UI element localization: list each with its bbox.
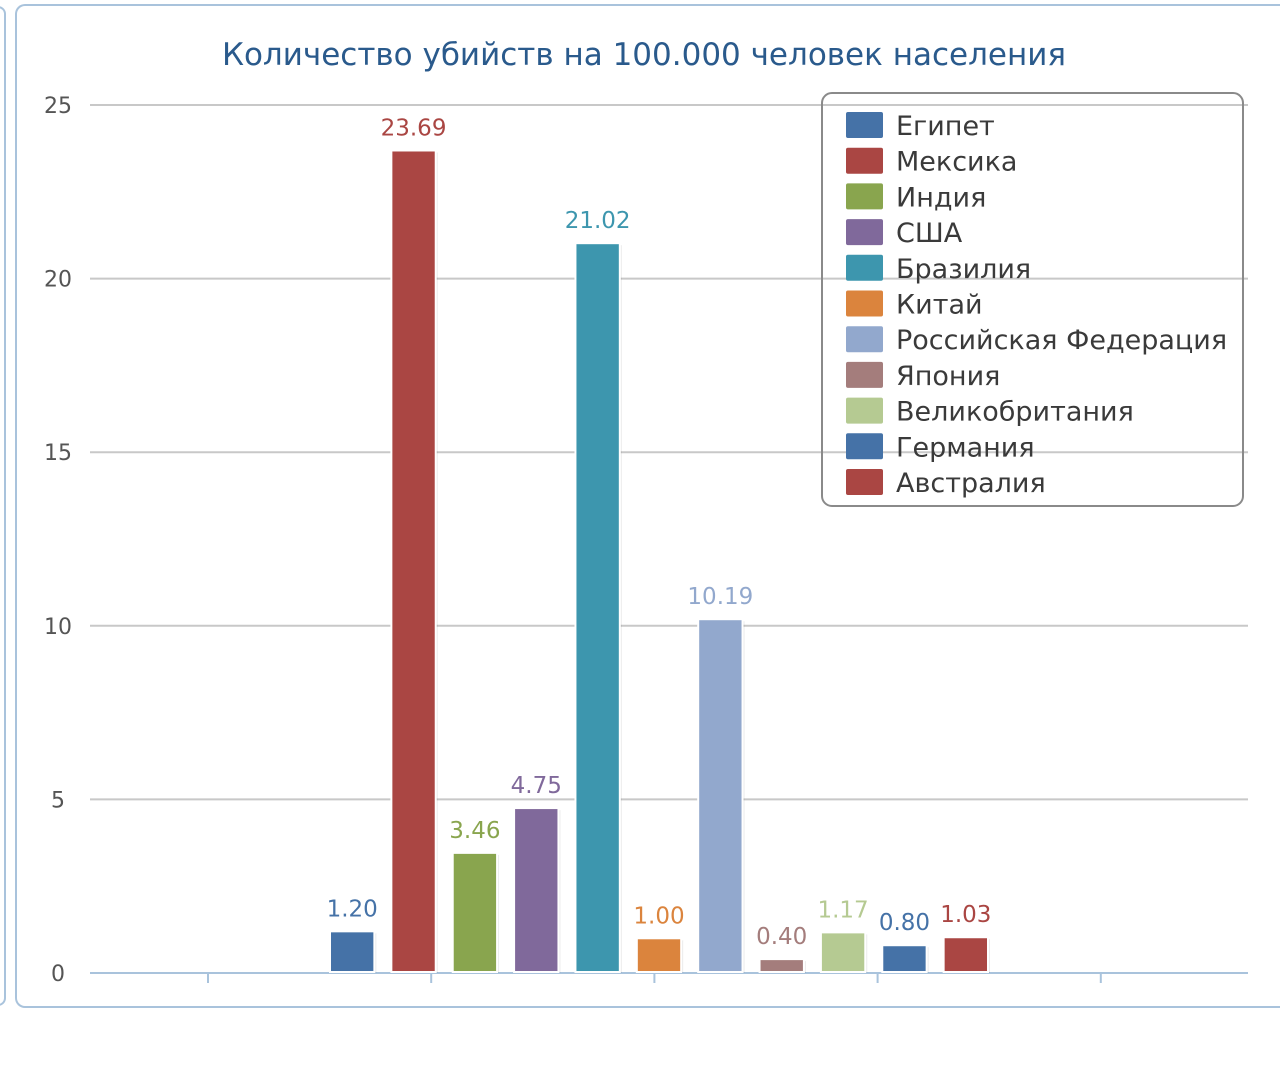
legend-item-label[interactable]: Китай — [896, 290, 983, 321]
legend-swatch — [846, 361, 883, 388]
legend-swatch — [846, 219, 883, 246]
legend-swatch — [846, 183, 883, 210]
legend-item-label[interactable]: Мексика — [896, 147, 1017, 178]
bar — [574, 242, 621, 973]
data-label: 0.80 — [879, 910, 930, 936]
y-tick-label: 0 — [51, 962, 65, 987]
bar — [881, 944, 928, 973]
legend-box — [821, 92, 1244, 507]
data-label: 3.46 — [449, 818, 500, 844]
data-label: 4.75 — [511, 773, 562, 799]
grid: 0 5 10 15 20 25 — [44, 94, 1248, 987]
data-label: 1.00 — [633, 903, 684, 929]
legend: Египет Мексика Индия США Бразилия Китай Россий… — [821, 92, 1244, 507]
x-axis — [90, 972, 1248, 983]
data-label: 21.02 — [565, 208, 631, 234]
legend-item-label[interactable]: Австралия — [896, 468, 1046, 499]
chart-title: Количество убийств на 100.000 человек на… — [222, 37, 1066, 73]
bars — [329, 149, 990, 974]
y-tick-label: 10 — [44, 615, 72, 640]
bar — [329, 930, 376, 973]
legend-item-label[interactable]: Великобритания — [896, 397, 1134, 428]
legend-item-label[interactable]: Египет — [896, 111, 995, 142]
data-label: 10.19 — [687, 584, 753, 610]
bar — [635, 937, 683, 974]
data-labels: 1.20 23.69 3.46 4.75 21.02 1.00 10.19 0.40 1.17 0… — [327, 115, 992, 950]
legend-item-label[interactable]: США — [896, 218, 963, 249]
legend-swatch — [846, 433, 883, 460]
legend-swatch — [846, 397, 883, 424]
y-tick-label: 5 — [51, 788, 65, 813]
y-tick-label: 15 — [44, 441, 72, 466]
legend-item-label[interactable]: Япония — [896, 361, 1000, 392]
legend-swatch — [846, 290, 883, 317]
bar — [819, 931, 867, 974]
legend-swatch — [846, 326, 883, 353]
bar — [942, 936, 989, 974]
legend-swatch — [846, 112, 883, 138]
legend-item-label[interactable]: Российская Федерация — [896, 325, 1227, 356]
bar — [697, 618, 744, 973]
data-label: 1.17 — [817, 897, 868, 923]
legend-item-label[interactable]: Индия — [896, 182, 986, 213]
y-tick-label: 25 — [44, 94, 72, 119]
data-label: 0.40 — [756, 924, 807, 950]
bar — [451, 851, 499, 973]
legend-swatch — [846, 469, 883, 495]
y-tick-label: 20 — [44, 268, 72, 293]
bar — [390, 149, 437, 973]
data-label: 1.20 — [327, 896, 378, 922]
bar — [758, 958, 805, 973]
legend-item-label[interactable]: Бразилия — [896, 254, 1031, 285]
bar — [513, 807, 560, 974]
data-label: 23.69 — [381, 115, 447, 141]
legend-swatch — [846, 254, 883, 281]
legend-swatch — [846, 147, 883, 174]
legend-item-label[interactable]: Германия — [896, 432, 1035, 463]
data-label: 1.03 — [940, 902, 991, 928]
